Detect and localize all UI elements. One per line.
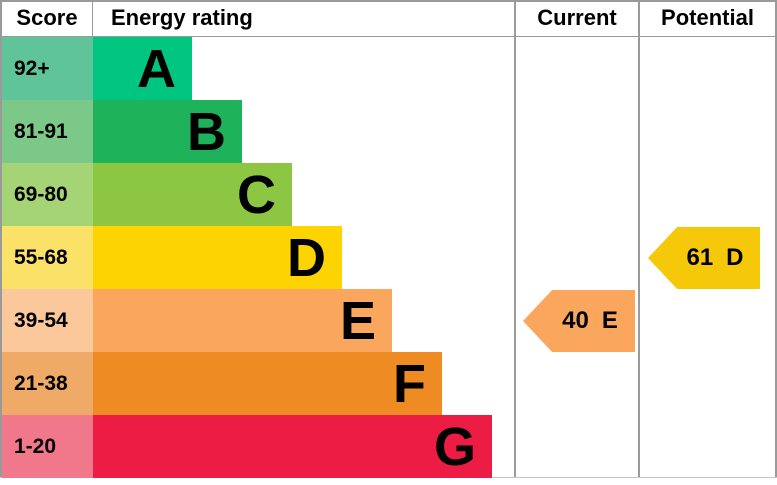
band-row-g: 1-20 G — [2, 415, 492, 478]
rating-bar-b: B — [93, 100, 242, 163]
chart-border-right — [775, 0, 777, 478]
potential-column-header: Potential — [661, 5, 754, 30]
current-column-header: Current — [537, 5, 617, 30]
rating-bar-a: A — [93, 37, 192, 100]
band-row-a: 92+ A — [2, 37, 492, 100]
potential-rating-arrow: 61 D — [648, 227, 760, 289]
header-divider-line — [0, 36, 777, 37]
rating-letter-a: A — [137, 38, 176, 99]
rating-bar-g: G — [93, 415, 492, 478]
score-range-e: 39-54 — [2, 289, 93, 352]
rating-bar-d: D — [93, 226, 342, 289]
score-range-g: 1-20 — [2, 415, 93, 478]
rating-letter-e: E — [339, 290, 376, 351]
score-column-header: Score — [16, 5, 78, 30]
band-row-d: 55-68 D — [2, 226, 492, 289]
rating-letter-g: G — [433, 416, 476, 477]
chart-border-left — [0, 0, 2, 478]
rating-letter-c: C — [237, 164, 276, 225]
potential-column-divider — [638, 0, 640, 477]
current-rating-value: 40 — [562, 307, 589, 334]
score-range-d: 55-68 — [2, 226, 93, 289]
current-column-divider — [514, 0, 516, 477]
band-row-c: 69-80 C — [2, 163, 492, 226]
rating-letter-f: F — [393, 353, 426, 414]
score-column-divider — [92, 0, 93, 37]
rating-bar-e: E — [93, 289, 392, 352]
current-rating-arrow: 40 E — [523, 290, 635, 352]
potential-rating-value: 61 — [686, 244, 714, 271]
band-row-b: 81-91 B — [2, 100, 492, 163]
rating-letter-d: D — [287, 227, 326, 288]
score-range-f: 21-38 — [2, 352, 93, 415]
score-range-b: 81-91 — [2, 100, 93, 163]
rating-letter-b: B — [187, 101, 226, 162]
score-range-a: 92+ — [2, 37, 93, 100]
current-rating-letter: E — [601, 307, 618, 334]
energy-rating-column-header: Energy rating — [111, 5, 253, 30]
band-row-e: 39-54 E — [2, 289, 492, 352]
chart-border-top — [0, 0, 777, 2]
potential-rating-letter: D — [726, 244, 744, 271]
score-range-c: 69-80 — [2, 163, 93, 226]
rating-bar-f: F — [93, 352, 442, 415]
band-rows: 92+ A 81-91 B 69-80 C 55-68 D 39-54 E 21… — [2, 37, 492, 478]
rating-bar-c: C — [93, 163, 292, 226]
band-row-f: 21-38 F — [2, 352, 492, 415]
